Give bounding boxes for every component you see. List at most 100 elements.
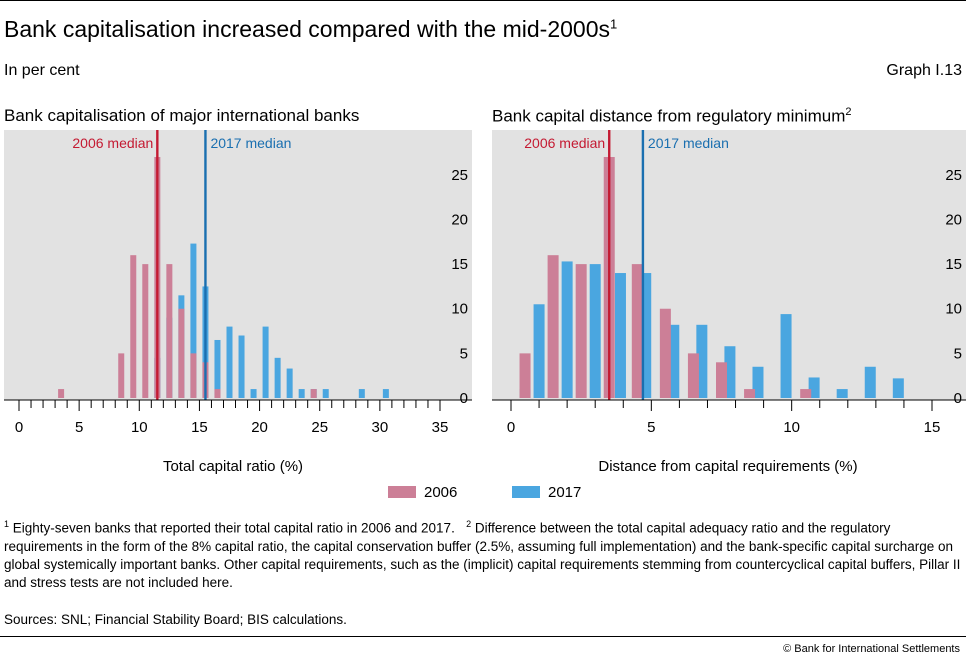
y-tick-label: 5 <box>460 345 468 362</box>
bar-2006 <box>214 389 221 398</box>
bar-2006 <box>310 389 317 398</box>
bar-2017 <box>724 346 736 398</box>
bar-2006 <box>58 389 65 398</box>
bar-2017 <box>836 389 848 398</box>
footnote-2: Difference between the total capital ade… <box>4 520 961 590</box>
bar-2017 <box>864 366 876 398</box>
median-label-2006: 2006 median <box>72 135 153 151</box>
median-label-2006: 2006 median <box>524 135 605 151</box>
bar-2006 <box>575 264 587 398</box>
bar-2017 <box>286 368 293 398</box>
legend-swatch-2006 <box>388 486 416 498</box>
bar-2006 <box>166 264 173 398</box>
bar-2006 <box>519 353 531 398</box>
bar-2017 <box>640 273 652 398</box>
legend-label-2017: 2017 <box>548 483 582 501</box>
median-label-2017: 2017 median <box>648 135 729 151</box>
bar-2017 <box>214 339 221 398</box>
x-tick-label: 10 <box>131 419 148 436</box>
bar-2017 <box>274 357 281 398</box>
chart-area: 0 5 10 15 20 25 2006 median 2017 median 0 5 10 15 20… <box>4 130 966 475</box>
y-tick-label: 20 <box>945 211 962 228</box>
x-axis-label: Distance from capital requirements (%) <box>598 458 857 475</box>
bar-2006 <box>190 353 197 398</box>
graph-number: Graph I.13 <box>886 62 962 79</box>
footnote-2-marker: 2 <box>466 519 472 529</box>
bottom-rule <box>0 636 966 637</box>
bar-2017 <box>322 389 329 398</box>
footnote-1-marker: 1 <box>4 519 10 529</box>
right-panel: 0 5 10 15 20 25 2006 median 2017 median 0 5 10 15 Di… <box>492 130 966 475</box>
bar-2017 <box>892 378 904 398</box>
bar-2017 <box>668 324 680 398</box>
bar-2017 <box>250 389 257 398</box>
y-tick-label: 25 <box>451 167 468 184</box>
copyright: © Bank for International Settlements <box>783 643 960 655</box>
y-tick-label: 25 <box>945 167 962 184</box>
legend: 2006 2017 <box>0 482 966 502</box>
footnote-1: Eighty-seven banks that reported their t… <box>12 520 455 536</box>
bar-2006 <box>659 308 671 398</box>
bar-2006 <box>130 255 137 398</box>
x-tick-label: 10 <box>783 419 800 436</box>
left-panel: 0 5 10 15 20 25 2006 median 2017 median 0 5 10 15 20… <box>4 130 472 475</box>
median-label-2017: 2017 median <box>210 135 291 151</box>
x-tick-label: 5 <box>75 419 83 436</box>
x-axis-label: Total capital ratio (%) <box>163 458 303 475</box>
bar-2006 <box>744 389 756 398</box>
y-tick-label: 20 <box>451 211 468 228</box>
y-tick-label: 5 <box>954 345 962 362</box>
legend-label-2006: 2006 <box>424 483 458 501</box>
legend-item-2006: 2006 <box>388 482 457 502</box>
bar-2006 <box>800 389 812 398</box>
sources: Sources: SNL; Financial Stability Board;… <box>4 612 347 627</box>
bar-2017 <box>752 366 764 398</box>
bar-2006 <box>142 264 149 398</box>
x-tick-label: 0 <box>15 419 23 436</box>
x-tick-label: 0 <box>507 419 515 436</box>
bar-2017 <box>780 314 792 398</box>
x-tick-label: 20 <box>251 419 268 436</box>
bar-2006 <box>716 362 727 398</box>
plot-background <box>4 130 472 400</box>
bar-2006 <box>547 255 559 398</box>
bar-2017 <box>696 324 708 398</box>
bar-2017 <box>238 335 245 398</box>
x-tick-label: 15 <box>924 419 941 436</box>
x-tick-label: 5 <box>647 419 655 436</box>
right-panel-title: Bank capital distance from regulatory mi… <box>492 106 852 126</box>
bar-2006 <box>178 308 185 398</box>
y-tick-label: 0 <box>954 390 962 407</box>
bar-2006 <box>118 353 125 398</box>
y-tick-label: 0 <box>460 390 468 407</box>
right-panel-title-footnote-marker: 2 <box>845 106 852 118</box>
bar-2017 <box>358 389 365 398</box>
bar-2017 <box>561 261 573 398</box>
y-tick-label: 15 <box>945 256 962 273</box>
legend-item-2017: 2017 <box>512 482 581 502</box>
bar-2017 <box>589 264 601 398</box>
bar-2006 <box>631 264 643 398</box>
title-footnote-marker: 1 <box>610 16 618 32</box>
y-tick-label: 10 <box>451 301 468 318</box>
chart-title: Bank capitalisation increased compared w… <box>4 16 618 42</box>
x-tick-label: 35 <box>432 419 449 436</box>
legend-swatch-2017 <box>512 486 540 498</box>
top-rule <box>0 0 966 1</box>
bar-2017 <box>382 389 389 398</box>
bar-2017 <box>614 273 626 398</box>
bar-2017 <box>190 243 197 398</box>
bar-2017 <box>226 326 233 398</box>
bar-2017 <box>298 389 305 398</box>
bar-2017 <box>808 377 820 398</box>
bar-2006 <box>687 353 699 398</box>
x-tick-label: 15 <box>191 419 208 436</box>
bar-2017 <box>262 326 269 398</box>
chart-subtitle: In per cent <box>4 62 80 79</box>
y-tick-label: 10 <box>945 301 962 318</box>
left-panel-title: Bank capitalisation of major internation… <box>4 106 360 125</box>
x-tick-label: 30 <box>372 419 389 436</box>
bar-2017 <box>533 304 545 398</box>
y-tick-label: 15 <box>451 256 468 273</box>
footnotes: 1 Eighty-seven banks that reported their… <box>4 515 962 592</box>
